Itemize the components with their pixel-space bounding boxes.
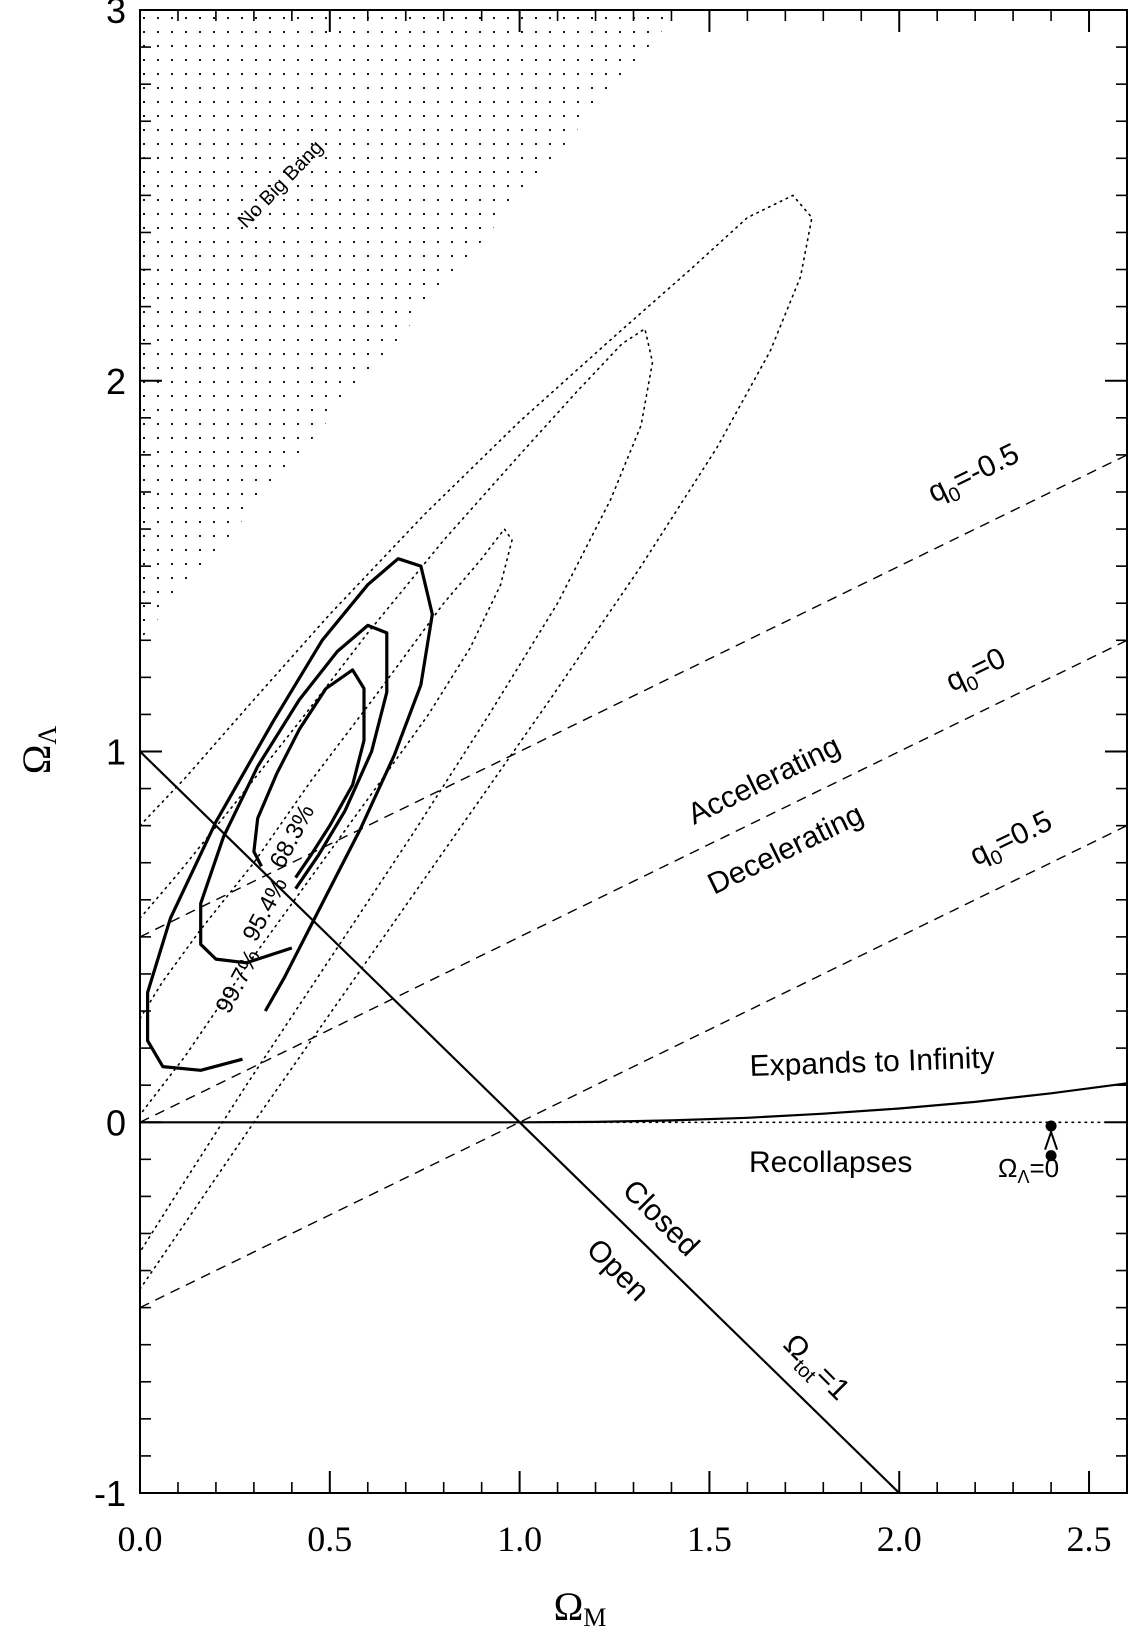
tick-layer: -1 0 1 2 3 0.0 0.5 1.0 1.5 2.0 2.5 [94, 0, 1128, 1559]
series-line-7 [252, 668, 366, 879]
x-tick-label-2: 1.0 [497, 1519, 542, 1559]
omega-tot-label: Ωtot=1 [773, 1328, 856, 1411]
y-tick-label-3: 2 [106, 361, 126, 402]
y-tick-label-2: 1 [106, 732, 126, 773]
marker-point-0 [1045, 1120, 1057, 1132]
series-line-11 [140, 327, 654, 1253]
q0-pos-label: q0=0.5 [965, 804, 1060, 877]
series-line-4 [140, 824, 1127, 1309]
expands-label: Expands to Infinity [749, 1041, 995, 1083]
y-tick-label-0: -1 [94, 1473, 126, 1514]
x-tick-label-5: 2.5 [1067, 1519, 1112, 1559]
q0-neg-label: q0=-0.5 [923, 437, 1027, 515]
series-line-8 [199, 623, 389, 965]
y-axis-title: ΩΛ [14, 726, 62, 775]
x-axis-title: ΩM [554, 1584, 607, 1629]
contour-95-label: 95.4% [237, 873, 293, 946]
marker-layer [1044, 1120, 1059, 1162]
no-big-bang-region [140, 10, 680, 640]
x-tick-label-0: 0.0 [118, 1519, 163, 1559]
series-layer [140, 194, 1127, 1493]
marker-arrow [1044, 1128, 1059, 1150]
series-line-5 [140, 639, 1127, 1123]
series-line-10 [140, 527, 513, 1116]
omega-lambda-zero-label: ΩΛ=0 [998, 1153, 1059, 1187]
series-line-2 [519, 1082, 1127, 1124]
x-tick-label-4: 2.0 [877, 1519, 922, 1559]
recollapses-label: Recollapses [749, 1146, 912, 1179]
x-tick-label-1: 0.5 [307, 1519, 352, 1559]
y-tick-label-1: 0 [106, 1102, 126, 1143]
q0-zero-label: q0=0 [941, 641, 1014, 703]
contour-99-label: 99.7% [210, 945, 266, 1018]
series-line-6 [140, 454, 1127, 938]
contour-68-label: 68.3% [264, 800, 320, 873]
series-line-9 [146, 557, 434, 1072]
closed-label: Closed [616, 1174, 705, 1263]
x-tick-label-3: 1.5 [687, 1519, 732, 1559]
y-tick-label-4: 3 [106, 0, 126, 31]
marker-point-1 [1045, 1150, 1057, 1162]
